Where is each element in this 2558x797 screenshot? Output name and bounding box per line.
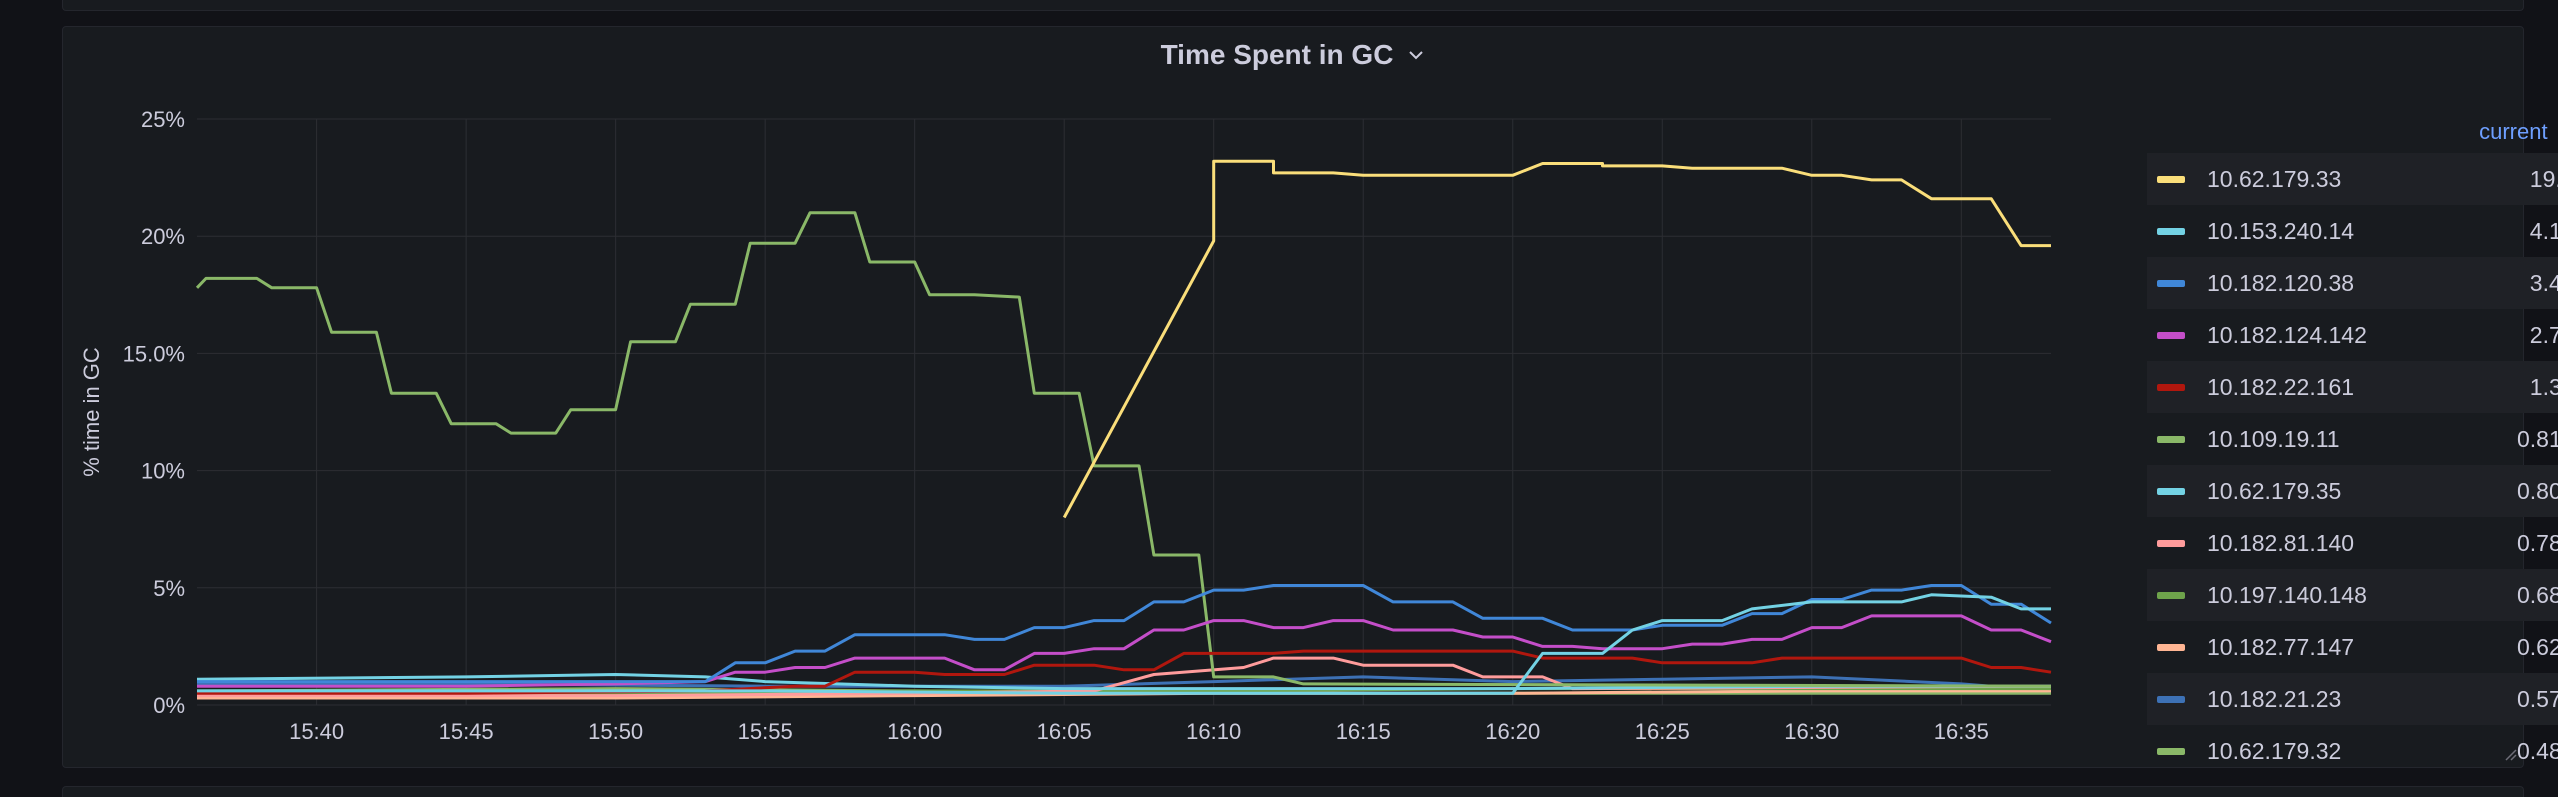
y-tick-label: 20% [141,224,185,249]
legend-item[interactable]: 10.109.19.11 0.815% [2147,413,2558,465]
chevron-down-icon: ⌄ [2556,122,2558,142]
legend-current-value: 2.72% [2529,321,2558,348]
y-tick-label: 25% [141,107,185,132]
legend-item[interactable]: 10.182.77.147 0.628% [2147,621,2558,673]
legend-item[interactable]: 10.62.179.33 19.6% [2147,153,2558,205]
legend-series-name: 10.62.179.35 [2207,477,2342,504]
series-line [195,211,2052,688]
legend-current-value: 1.39% [2529,373,2558,400]
series-line [196,673,2051,691]
legend-series-name: 10.182.77.147 [2207,633,2355,660]
legend-swatch [2157,279,2185,287]
legend-item[interactable]: 10.182.120.38 3.45% [2147,257,2558,309]
y-tick-label: 10% [141,459,185,484]
legend-series-name: 10.62.179.32 [2207,737,2342,764]
legend-current-value: 0.628% [2516,633,2558,660]
legend-current-value: 4.12% [2529,217,2558,244]
legend-item[interactable]: 10.182.81.140 0.789% [2147,517,2558,569]
legend-series-name: 10.182.124.142 [2207,321,2367,348]
y-tick-label: 0% [153,693,185,718]
legend-series-name: 10.62.179.33 [2207,165,2342,192]
panel-header[interactable]: Time Spent in GC [63,27,2523,83]
legend-item[interactable]: 10.182.22.161 1.39% [2147,361,2558,413]
legend-item[interactable]: 10.182.21.23 0.574% [2147,673,2558,725]
legend-current-value: 0.574% [2516,685,2558,712]
legend-current-value: 0.684% [2516,581,2558,608]
series-line [197,584,2052,684]
legend-swatch [2157,747,2185,755]
legend-rows: 10.62.179.33 19.6% 10.153.240.14 4.12% 10.18… [2147,153,2558,777]
legend-swatch [2157,175,2185,183]
legend-swatch [2157,435,2185,443]
series-line [197,614,2052,688]
resize-handle-icon[interactable] [2503,747,2517,761]
legend-current-value: 0.815% [2516,425,2558,452]
legend-series-name: 10.182.22.161 [2207,373,2355,400]
legend-current-value: 3.45% [2529,269,2558,296]
legend-current-value: 19.6% [2529,165,2558,192]
x-tick-label: 15:45 [439,719,494,744]
line-chart: 0% 5% 10% 15.0% 20% 25% 15:40 15:45 15:50 15:55 16… [79,107,2052,744]
legend-sort-header[interactable]: current ⌄ [2147,111,2558,153]
x-tick-label: 16:00 [887,719,942,744]
panel-below-edge [62,786,2524,797]
legend-series-name: 10.182.120.38 [2207,269,2355,296]
legend-series-name: 10.109.19.11 [2207,425,2340,452]
x-tick-label: 16:35 [1934,719,1989,744]
x-tick-label: 16:30 [1784,719,1839,744]
x-tick-label: 16:05 [1037,719,1092,744]
legend-series-name: 10.182.21.23 [2207,685,2342,712]
x-tick-label: 16:10 [1186,719,1241,744]
x-tick-label: 16:15 [1336,719,1391,744]
legend-swatch [2157,227,2185,235]
panel-above-edge [62,0,2524,11]
legend-item[interactable]: 10.182.124.142 2.72% [2147,309,2558,361]
x-tick-label: 15:50 [588,719,643,744]
chevron-down-icon [1409,51,1424,60]
series-line [197,675,2052,693]
legend-swatch [2157,643,2185,651]
legend-swatch [2157,591,2185,599]
legend-swatch [2157,487,2185,495]
x-tick-label: 15:55 [738,719,793,744]
legend-item[interactable]: 10.153.240.14 4.12% [2147,205,2558,257]
legend-swatch [2157,695,2185,703]
legend-item[interactable]: 10.197.140.148 0.684% [2147,569,2558,621]
gc-panel: Time Spent in GC 0% 5% 10% 15.0% 20% 25% 15:40… [62,26,2558,768]
x-tick-label: 16:20 [1485,719,1540,744]
legend: current ⌄ 10.62.179.33 19.6% 10.153.240.14… [2147,111,2558,779]
legend-current-value: 0.789% [2516,529,2558,556]
series-line [197,593,2051,695]
panel-title: Time Spent in GC [1160,39,1394,70]
y-tick-label: 5% [153,576,185,601]
legend-series-name: 10.153.240.14 [2207,217,2355,244]
legend-current-value: 0.805% [2516,477,2558,504]
legend-series-name: 10.182.81.140 [2207,529,2355,556]
legend-current-value: 0.487% [2516,737,2558,764]
legend-swatch [2157,383,2185,391]
series-line [1062,159,2051,519]
y-axis-label: % time in GC [79,347,104,477]
legend-item[interactable]: 10.62.179.32 0.487% [2147,725,2558,777]
x-tick-label: 15:40 [289,719,344,744]
y-tick-label: 15.0% [123,341,185,366]
legend-item[interactable]: 10.62.179.35 0.805% [2147,465,2558,517]
legend-swatch [2157,539,2185,547]
legend-swatch [2157,331,2185,339]
legend-header-label: current [2479,119,2548,144]
series-line [197,649,2052,695]
legend-series-name: 10.197.140.148 [2207,581,2367,608]
x-tick-label: 16:25 [1635,719,1690,744]
